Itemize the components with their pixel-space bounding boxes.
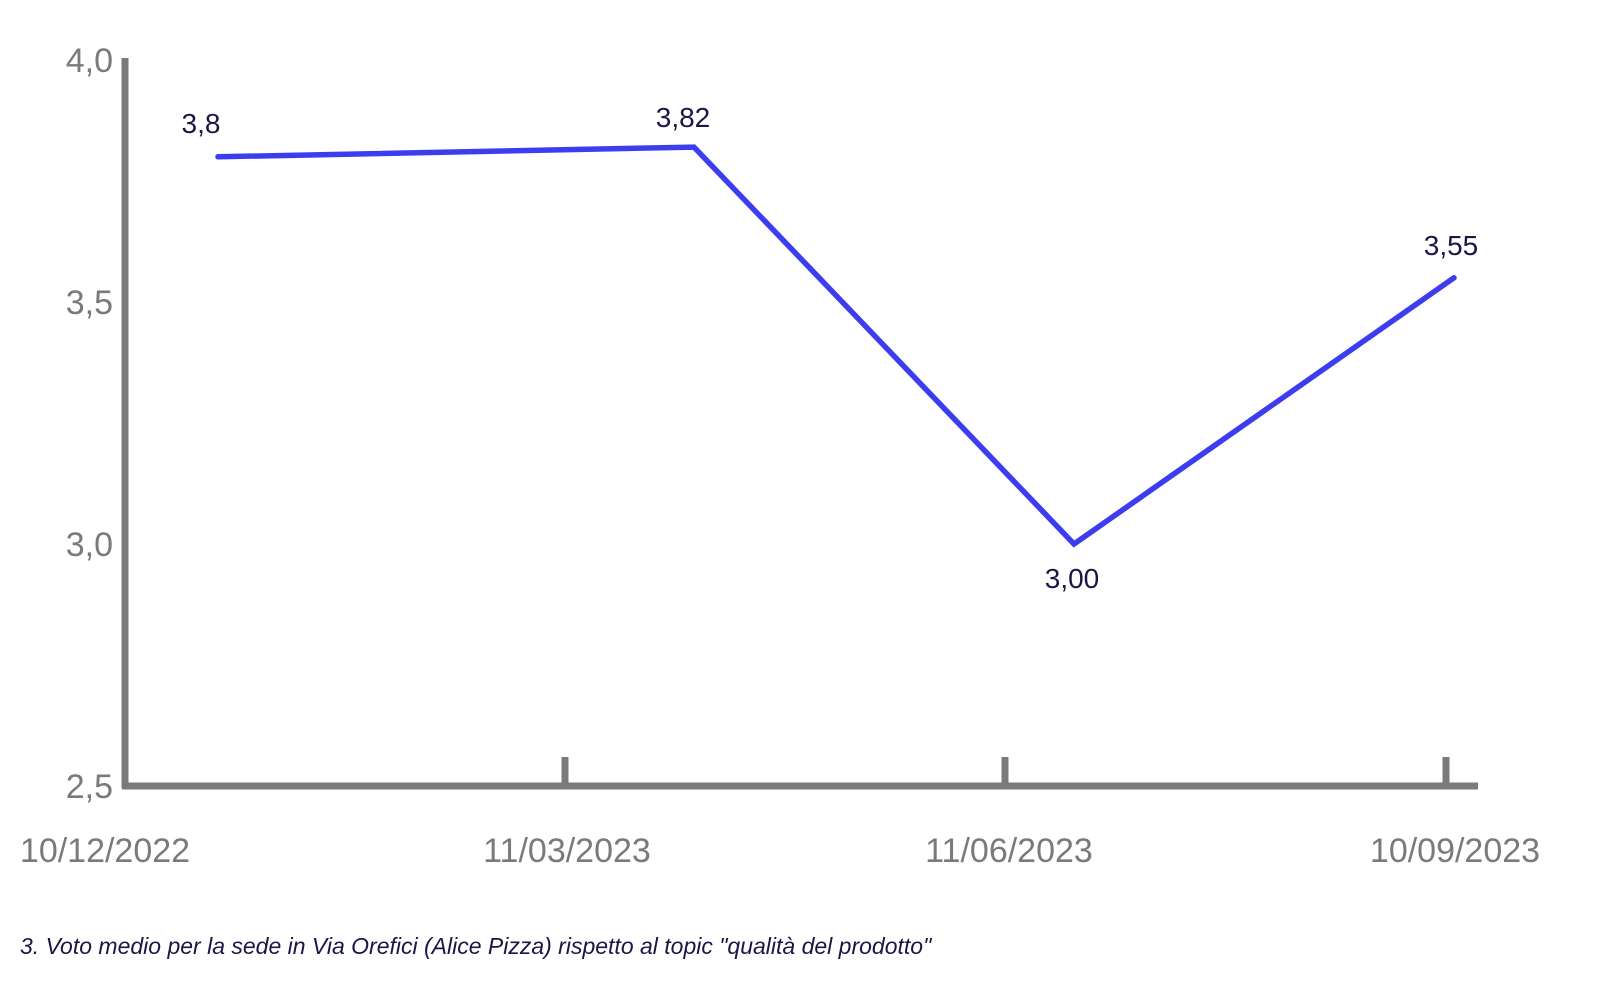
data-labels: 3,8 3,82 3,00 3,55 <box>182 102 1479 594</box>
x-tick-label: 10/12/2022 <box>20 832 190 870</box>
x-axis-tick-labels: 10/12/2022 11/03/2023 11/06/2023 10/09/2023 <box>20 832 1540 870</box>
data-label: 3,55 <box>1424 230 1479 261</box>
data-label: 3,82 <box>656 102 711 133</box>
y-tick-label: 2,5 <box>66 768 113 806</box>
data-label: 3,8 <box>182 108 221 139</box>
x-tick-label: 11/03/2023 <box>483 832 651 870</box>
data-point <box>215 154 221 160</box>
data-point <box>1071 541 1077 547</box>
data-label: 3,00 <box>1045 563 1100 594</box>
y-tick-label: 3,0 <box>66 526 113 564</box>
data-point <box>1451 275 1457 281</box>
y-tick-label: 3,5 <box>66 284 113 322</box>
y-axis-tick-labels: 2,5 3,0 3,5 4,0 <box>66 42 113 806</box>
data-point <box>691 144 697 150</box>
y-tick-label: 4,0 <box>66 42 113 80</box>
series-group <box>215 144 1457 548</box>
chart-caption: 3. Voto medio per la sede in Via Orefici… <box>20 933 932 959</box>
x-tick-label: 11/06/2023 <box>925 832 1093 870</box>
x-tick-label: 10/09/2023 <box>1370 832 1540 870</box>
chart-axes <box>121 58 1478 790</box>
series-line <box>215 144 1457 548</box>
